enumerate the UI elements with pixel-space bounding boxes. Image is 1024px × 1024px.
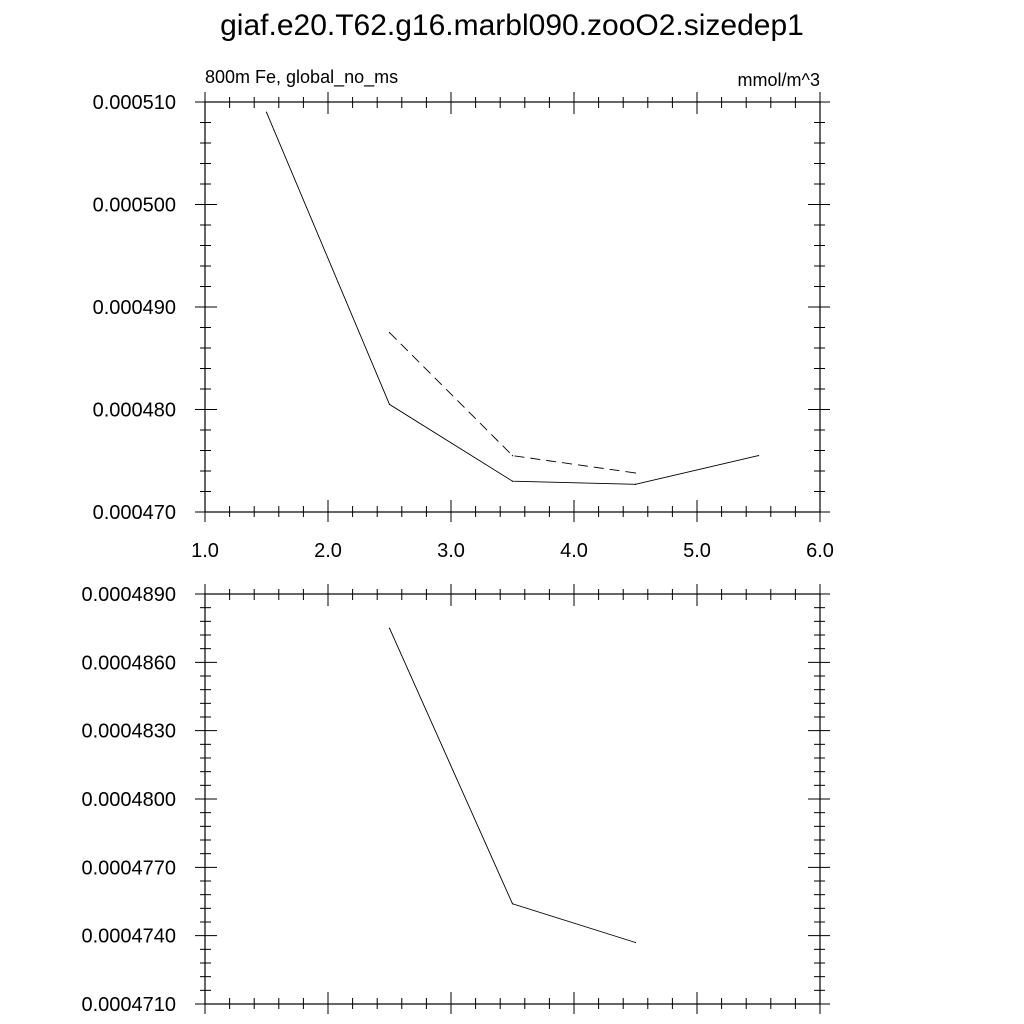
y-tick-label: 0.0004770	[81, 857, 176, 879]
y-tick-label: 0.000500	[93, 195, 176, 217]
y-tick-label: 0.000510	[93, 92, 176, 114]
series-line-solid	[389, 628, 636, 943]
x-tick-label: 1.0	[191, 540, 219, 562]
data-point	[388, 403, 391, 405]
data-point	[388, 627, 391, 629]
y-tick-label: 0.000490	[93, 297, 176, 319]
y-tick-label: 0.0004800	[81, 789, 176, 811]
data-point	[757, 455, 760, 457]
top-line-chart: 800m Fe, global_no_ms mmol/m^3 1.0 2.0 3.0…	[93, 67, 834, 562]
y-tick-label: 0.0004830	[81, 721, 176, 743]
data-point	[634, 483, 637, 485]
page-title: giaf.e20.T62.g16.marbl090.zooO2.sizedep1	[220, 9, 804, 42]
y-tick-label: 0.0004710	[81, 994, 176, 1016]
y-tick-label: 0.000480	[93, 400, 176, 422]
series-line-dashed	[389, 332, 636, 474]
bottom-line-chart: 0.0004710 0.0004740 0.0004770 0.0004800 0.00…	[81, 584, 830, 1016]
y-tick-label: 0.0004740	[81, 926, 176, 948]
x-tick-label: 5.0	[683, 540, 711, 562]
y-tick-label: 0.000470	[93, 502, 176, 524]
x-tick-label: 4.0	[560, 540, 588, 562]
data-point	[634, 941, 637, 944]
x-tick-label: 3.0	[437, 540, 465, 562]
data-point	[511, 455, 514, 457]
data-point	[511, 903, 514, 905]
x-tick-label: 2.0	[314, 540, 342, 562]
data-point	[265, 111, 268, 113]
plot-frame	[204, 101, 821, 513]
x-tick-label: 6.0	[806, 540, 834, 562]
data-point	[388, 332, 391, 334]
chart-subtitle-left: 800m Fe, global_no_ms	[205, 67, 398, 88]
chart-units-label: mmol/m^3	[738, 70, 820, 90]
data-point	[511, 480, 514, 482]
series-line-solid	[266, 112, 759, 485]
y-tick-label: 0.0004860	[81, 652, 176, 674]
y-tick-label: 0.0004890	[81, 584, 176, 606]
plot-frame	[204, 593, 821, 1005]
data-point	[634, 472, 637, 474]
